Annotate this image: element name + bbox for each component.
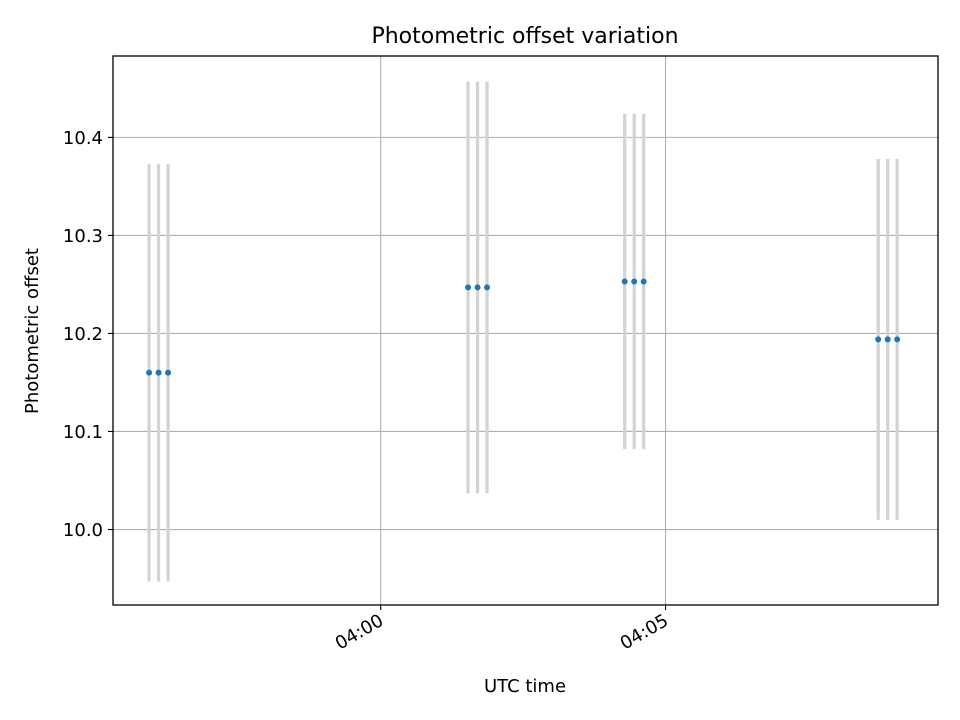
- data-point: [894, 336, 901, 343]
- data-point: [474, 284, 481, 291]
- data-point: [884, 336, 891, 343]
- data-points: [146, 278, 901, 376]
- data-point: [146, 369, 153, 376]
- y-tick-label: 10.2: [63, 324, 103, 345]
- data-point: [621, 278, 628, 285]
- data-point: [484, 284, 491, 291]
- data-point: [155, 369, 162, 376]
- x-axis-label: UTC time: [484, 676, 566, 697]
- data-point: [465, 284, 472, 291]
- y-tick-label: 10.3: [63, 226, 103, 247]
- data-point: [165, 369, 172, 376]
- data-point: [631, 278, 638, 285]
- y-axis-ticks: 10.0 10.1 10.2 10.3 10.4: [63, 128, 113, 541]
- y-tick-label: 10.0: [63, 520, 103, 541]
- y-tick-label: 10.4: [63, 128, 103, 149]
- chart-title: Photometric offset variation: [371, 24, 678, 49]
- y-tick-label: 10.1: [63, 422, 103, 443]
- data-point: [875, 336, 882, 343]
- y-axis-label: Photometric offset: [22, 248, 43, 414]
- grid: [113, 56, 938, 605]
- data-point: [640, 278, 647, 285]
- plot-frame: [112, 55, 939, 606]
